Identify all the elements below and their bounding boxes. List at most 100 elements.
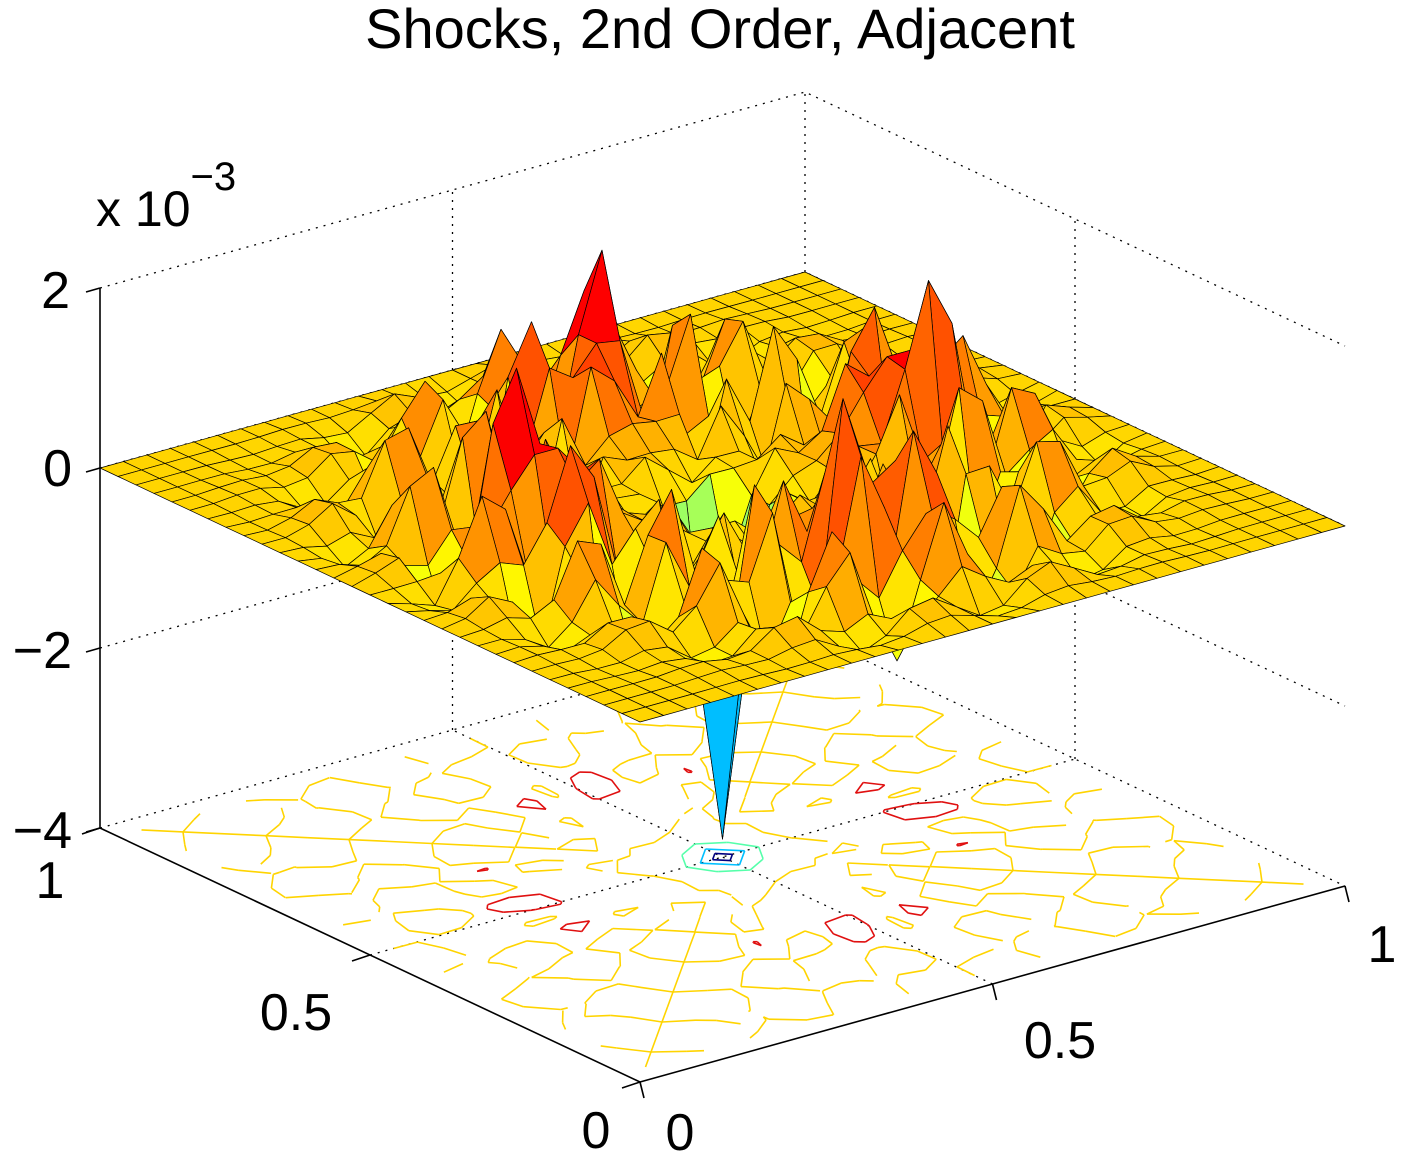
- z-tick-label: 2: [41, 262, 70, 320]
- contour-line: [790, 864, 816, 873]
- y-tick-label: 0: [582, 1102, 611, 1160]
- contour-line: [443, 947, 467, 957]
- contour-line: [571, 817, 584, 828]
- contour-line: [182, 831, 186, 845]
- contour-line: [621, 776, 641, 784]
- contour-line: [464, 822, 488, 829]
- contour-line: [541, 785, 559, 796]
- contour-line: [640, 744, 653, 754]
- contour-line: [351, 879, 361, 894]
- contour-line: [978, 750, 983, 759]
- contour-line: [524, 924, 534, 927]
- contour-line: [864, 958, 870, 965]
- contour-line: [531, 976, 569, 979]
- contour-line: [559, 923, 567, 930]
- contour-line: [871, 760, 890, 772]
- contour-line: [917, 764, 940, 774]
- contour-line: [329, 776, 360, 784]
- contour-line: [986, 909, 1001, 916]
- contour-line: [653, 875, 683, 883]
- contour-line: [1074, 788, 1103, 795]
- contour-line: [711, 791, 715, 800]
- z-tick: [85, 647, 101, 653]
- contour-line: [694, 916, 701, 933]
- contour-line: [751, 905, 758, 916]
- contour-line: [994, 847, 1012, 859]
- contour-line: [639, 773, 659, 784]
- contour-line: [654, 919, 670, 931]
- contour-line: [1053, 924, 1056, 927]
- contour-line: [743, 928, 764, 933]
- contour-line: [760, 751, 796, 757]
- contour-line: [700, 781, 715, 793]
- contour-line: [871, 755, 883, 763]
- contour-line: [734, 933, 740, 948]
- contour-line: [888, 864, 930, 868]
- contour-line: [560, 765, 568, 769]
- contour-line: [929, 851, 938, 867]
- contour-line: [773, 881, 776, 884]
- contour-line: [1001, 869, 1014, 884]
- contour-line: [521, 832, 550, 839]
- contour-line: [560, 928, 582, 933]
- contour-line: [413, 793, 445, 801]
- contour-line: [924, 881, 958, 887]
- contour-line: [573, 978, 612, 982]
- contour-line: [922, 866, 931, 882]
- z-tick: [85, 467, 101, 473]
- contour-line: [833, 732, 872, 736]
- contour-line: [744, 781, 751, 798]
- contour-line: [586, 867, 603, 872]
- contour-line: [531, 788, 553, 798]
- contour-line: [683, 946, 691, 963]
- contour-line: [666, 991, 674, 1008]
- contour-line: [1064, 806, 1073, 815]
- contour-line: [610, 1014, 631, 1018]
- contour-line: [1259, 869, 1263, 883]
- contour-line: [1173, 858, 1176, 867]
- contour-line: [770, 802, 775, 812]
- contour-line: [471, 746, 489, 758]
- contour-line: [581, 920, 591, 932]
- contour-line: [616, 1047, 652, 1053]
- contour-line: [509, 893, 540, 899]
- contour-line: [682, 786, 690, 800]
- contour-line: [878, 784, 886, 791]
- contour-line: [612, 769, 623, 778]
- contour-line: [1056, 909, 1061, 913]
- contour-line: [786, 930, 806, 941]
- contour-line: [749, 1031, 759, 1039]
- contour-line: [380, 803, 386, 818]
- contour-line: [750, 781, 791, 786]
- contour-line: [854, 782, 864, 794]
- grid-line: [99, 451, 1346, 707]
- z-tick-label: 0: [43, 440, 72, 498]
- contour-line: [342, 919, 371, 926]
- contour-line: [575, 787, 579, 791]
- contour-line: [300, 798, 306, 803]
- contour-line: [757, 846, 764, 859]
- contour-line: [532, 917, 555, 927]
- contour-line: [573, 837, 595, 841]
- contour-line: [624, 722, 637, 734]
- contour-line: [610, 779, 621, 792]
- contour-line: [883, 811, 906, 821]
- contour-line: [348, 838, 391, 843]
- contour-line: [431, 843, 435, 857]
- contour-line: [824, 733, 835, 748]
- contour-line: [456, 807, 470, 821]
- contour-line: [695, 931, 736, 935]
- contour-line: [887, 794, 892, 799]
- contour-line: [610, 966, 621, 981]
- contour-line: [390, 840, 433, 845]
- contour-line: [688, 931, 696, 948]
- contour-line: [705, 848, 745, 852]
- contour-line: [756, 1019, 767, 1033]
- z-exponent-power: −3: [191, 155, 237, 199]
- contour-line: [834, 696, 861, 700]
- contour-line: [470, 737, 489, 748]
- contour-line: [1091, 861, 1097, 875]
- contour-line: [1112, 845, 1149, 848]
- contour-line: [184, 844, 188, 852]
